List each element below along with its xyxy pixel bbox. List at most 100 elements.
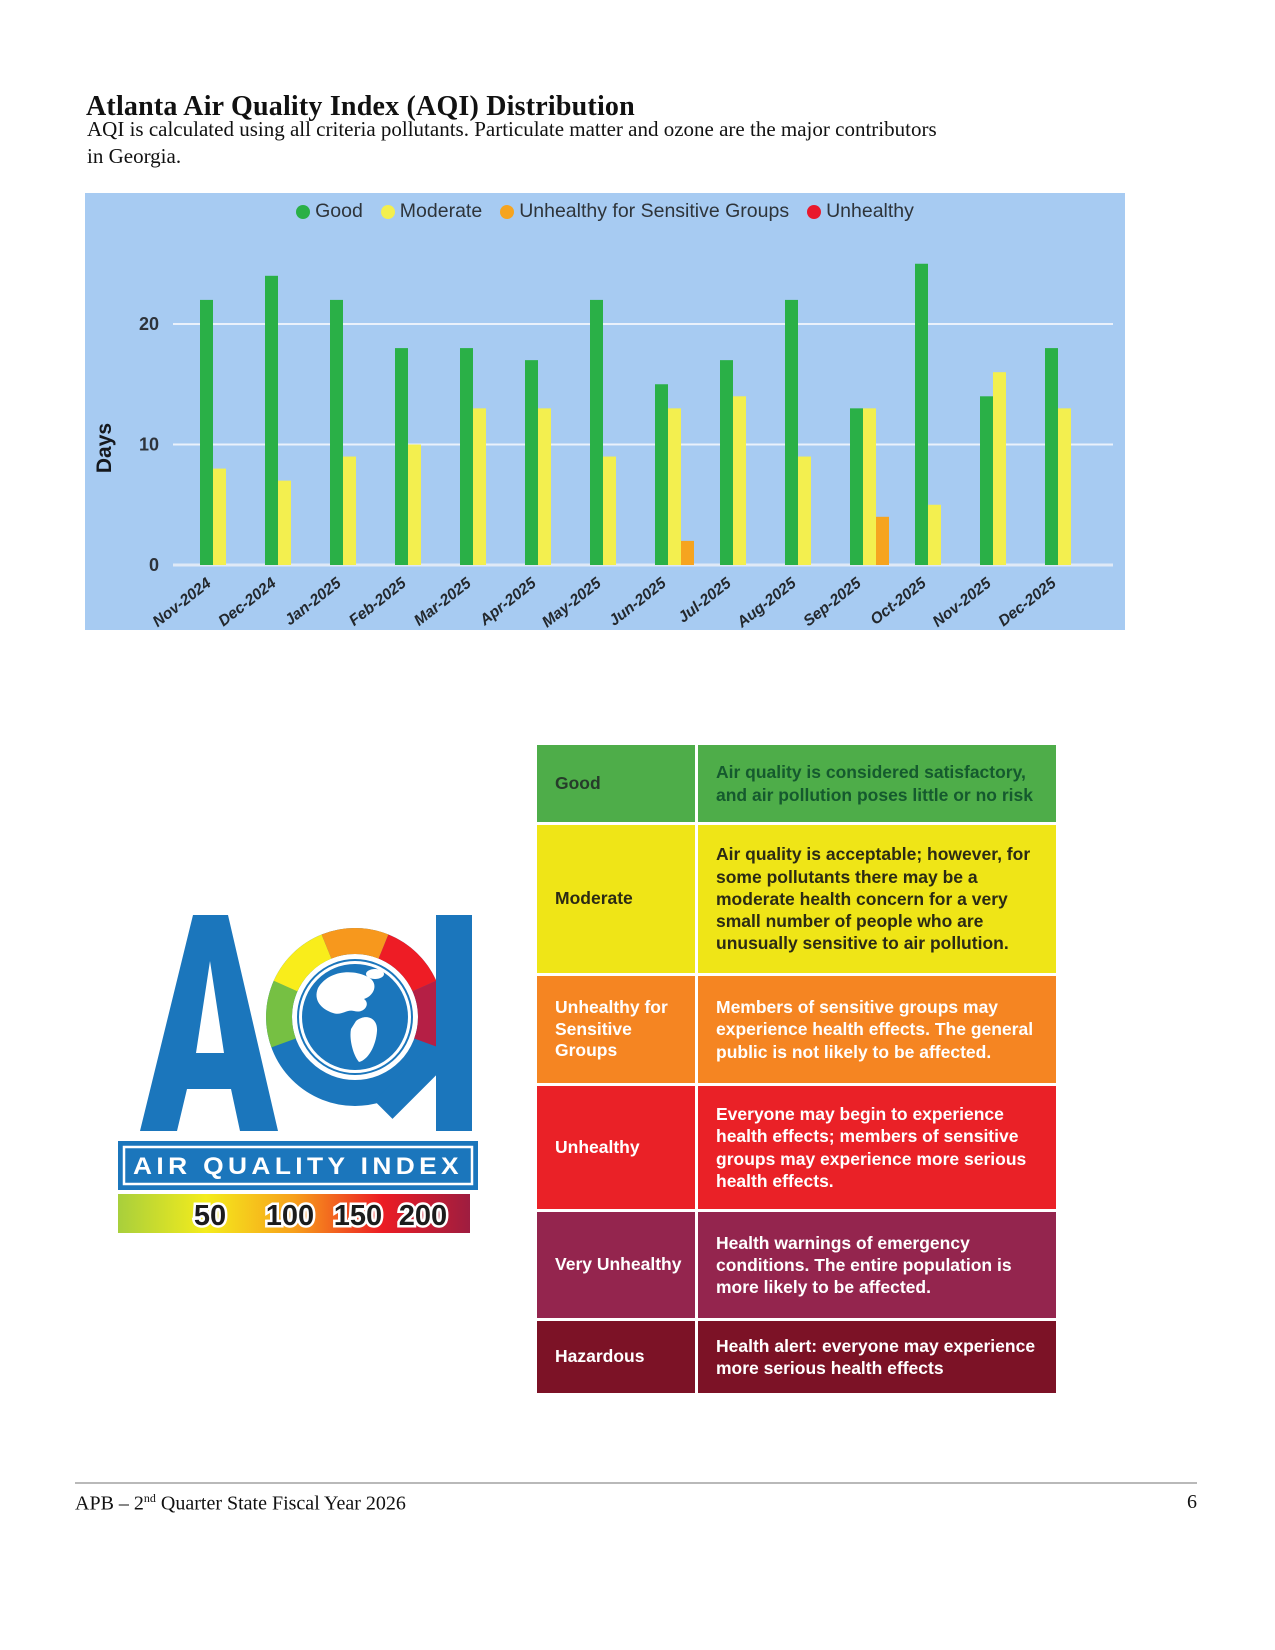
bar-good-jun-2025 xyxy=(655,384,668,565)
aqi-category-description: Everyone may begin to experience health … xyxy=(698,1086,1056,1209)
x-axis-label-jul-2025: Jul-2025 xyxy=(675,575,735,627)
x-axis-label-sep-2025: Sep-2025 xyxy=(800,575,864,630)
bar-moderate-nov-2025 xyxy=(993,372,1006,565)
aqi-logo: AIR QUALITY INDEX 50 100 150 200 xyxy=(118,915,478,1235)
page-description-line-1: AQI is calculated using all criteria pol… xyxy=(87,117,937,141)
aqi-logo-globe xyxy=(294,956,416,1078)
y-axis-tick-label: 10 xyxy=(139,435,159,455)
aqi-logo-banner-text: AIR QUALITY INDEX xyxy=(133,1153,463,1180)
bar-moderate-mar-2025 xyxy=(473,408,486,565)
x-axis-label-dec-2024: Dec-2024 xyxy=(215,575,279,630)
page-title: Atlanta Air Quality Index (AQI) Distribu… xyxy=(86,90,635,122)
x-axis-label-apr-2025: Apr-2025 xyxy=(476,575,540,630)
bar-moderate-apr-2025 xyxy=(538,408,551,565)
aqi-table-row-unhealthy-for-sensitive-groups: Unhealthy for Sensitive Groups Members of… xyxy=(537,976,1056,1083)
bar-moderate-feb-2025 xyxy=(408,444,421,565)
aqi-category-description: Members of sensitive groups may experien… xyxy=(698,976,1056,1083)
bar-good-oct-2025 xyxy=(915,263,928,565)
bar-good-nov-2024 xyxy=(200,299,213,565)
aqi-table-row-very-unhealthy: Very Unhealthy Health warnings of emergen… xyxy=(537,1212,1056,1318)
aqi-scale-value-200: 200 xyxy=(399,1200,447,1232)
aqi-category-label: Hazardous xyxy=(537,1321,695,1393)
legend-dot xyxy=(380,204,395,219)
legend-dot xyxy=(296,204,311,219)
aqi-logo-scale-bar: 50 100 150 200 xyxy=(118,1194,470,1235)
footer-left-text: APB – 2nd Quarter State Fiscal Year 2026 xyxy=(75,1491,406,1515)
aqi-category-label: Very Unhealthy xyxy=(537,1212,695,1318)
bar-moderate-dec-2024 xyxy=(278,480,291,565)
x-axis-label-aug-2025: Aug-2025 xyxy=(733,575,800,630)
bar-good-aug-2025 xyxy=(785,299,798,565)
bar-good-sep-2025 xyxy=(850,408,863,565)
x-axis-label-jun-2025: Jun-2025 xyxy=(606,575,670,630)
bar-moderate-aug-2025 xyxy=(798,456,811,565)
aqi-category-description: Health warnings of emergency conditions.… xyxy=(698,1212,1056,1318)
bar-good-feb-2025 xyxy=(395,348,408,565)
bar-good-dec-2024 xyxy=(265,275,278,565)
aqi-logo-letter-a xyxy=(140,915,278,1131)
bar-moderate-may-2025 xyxy=(603,456,616,565)
page-description: AQI is calculated using all criteria pol… xyxy=(87,116,937,170)
x-axis-label-nov-2025: Nov-2025 xyxy=(930,575,995,630)
page-description-line-2: in Georgia. xyxy=(87,144,182,168)
y-axis-tick-label: 0 xyxy=(149,555,159,575)
x-axis-label-oct-2025: Oct-2025 xyxy=(867,575,929,629)
bar-moderate-jun-2025 xyxy=(668,408,681,565)
aqi-category-label: Moderate xyxy=(537,825,695,973)
bar-good-dec-2025 xyxy=(1045,348,1058,565)
bar-moderate-sep-2025 xyxy=(863,408,876,565)
bar-good-nov-2025 xyxy=(980,396,993,565)
aqi-table-row-hazardous: Hazardous Health alert: everyone may expe… xyxy=(537,1321,1056,1393)
y-axis-title: Days xyxy=(93,423,116,473)
bar-good-mar-2025 xyxy=(460,348,473,565)
aqi-scale-value-150: 150 xyxy=(334,1200,382,1232)
bar-unhealthy-for-sensitive-groups-jun-2025 xyxy=(681,540,694,565)
legend-item-unhealthy: Unhealthy xyxy=(807,200,914,223)
legend-label: Unhealthy for Sensitive Groups xyxy=(519,200,790,222)
aqi-chart-svg: 0 10 20 Days Nov-2024 Dec-2024 Jan-2025 Feb-202… xyxy=(93,263,1113,630)
aqi-logo-banner: AIR QUALITY INDEX xyxy=(118,1141,478,1190)
legend-item-moderate: Moderate xyxy=(380,200,483,223)
aqi-category-label: Unhealthy xyxy=(537,1086,695,1209)
chart-legend: Good Moderate Unhealthy for Sensitive Grou… xyxy=(85,200,1125,223)
aqi-category-description: Health alert: everyone may experience mo… xyxy=(698,1321,1056,1393)
aqi-scale-value-100: 100 xyxy=(266,1200,314,1232)
page-number: 6 xyxy=(1187,1491,1197,1513)
bar-moderate-oct-2025 xyxy=(928,504,941,565)
x-axis-label-jan-2025: Jan-2025 xyxy=(282,575,345,629)
bar-moderate-nov-2024 xyxy=(213,468,226,565)
bar-unhealthy-for-sensitive-groups-sep-2025 xyxy=(876,516,889,565)
aqi-category-label: Good xyxy=(537,745,695,822)
x-axis-label-dec-2025: Dec-2025 xyxy=(995,575,1059,630)
aqi-table-row-moderate: Moderate Air quality is acceptable; howev… xyxy=(537,825,1056,973)
bar-good-jul-2025 xyxy=(720,360,733,565)
page-footer: APB – 2nd Quarter State Fiscal Year 2026… xyxy=(75,1482,1197,1516)
legend-item-unhealthy-for-sensitive-groups: Unhealthy for Sensitive Groups xyxy=(500,200,789,223)
legend-label: Good xyxy=(315,200,363,222)
aqi-scale-value-50: 50 xyxy=(194,1200,226,1232)
aqi-category-description: Air quality is acceptable; however, for … xyxy=(698,825,1056,973)
bar-good-apr-2025 xyxy=(525,360,538,565)
aqi-logo-letter-q-tail xyxy=(374,1041,452,1119)
bar-good-may-2025 xyxy=(590,299,603,565)
aqi-logo-arc xyxy=(266,927,444,1048)
bar-moderate-jul-2025 xyxy=(733,396,746,565)
aqi-category-description: Air quality is considered satisfactory, … xyxy=(698,745,1056,822)
legend-dot xyxy=(807,204,822,219)
bar-moderate-dec-2025 xyxy=(1058,408,1071,565)
x-axis-label-nov-2024: Nov-2024 xyxy=(150,575,215,630)
aqi-distribution-chart: Good Moderate Unhealthy for Sensitive Grou… xyxy=(85,193,1125,630)
aqi-logo-letter-i xyxy=(436,915,472,1131)
x-axis-label-feb-2025: Feb-2025 xyxy=(346,575,410,630)
bar-good-jan-2025 xyxy=(330,299,343,565)
x-axis-label-may-2025: May-2025 xyxy=(539,575,605,630)
bar-moderate-jan-2025 xyxy=(343,456,356,565)
y-axis-tick-label: 20 xyxy=(139,314,159,334)
legend-label: Unhealthy xyxy=(826,200,914,222)
legend-label: Moderate xyxy=(399,200,483,222)
legend-dot xyxy=(500,204,515,219)
aqi-table-row-unhealthy: Unhealthy Everyone may begin to experienc… xyxy=(537,1086,1056,1209)
aqi-table-row-good: Good Air quality is considered satisfacto… xyxy=(537,745,1056,822)
legend-item-good: Good xyxy=(296,200,363,223)
aqi-category-table: Good Air quality is considered satisfacto… xyxy=(537,745,1056,1396)
